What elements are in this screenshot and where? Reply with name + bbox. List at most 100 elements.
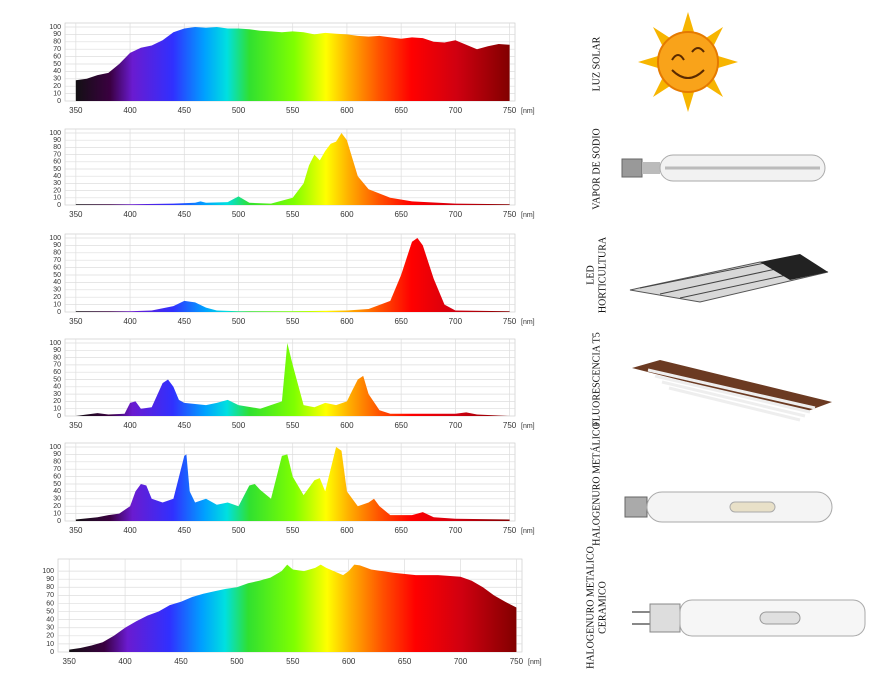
y-tick-label: 10 bbox=[53, 406, 61, 413]
y-tick-label: 90 bbox=[53, 347, 61, 354]
lamp-label: CERAMICO bbox=[597, 581, 608, 634]
y-tick-label: 70 bbox=[46, 592, 54, 599]
x-tick-label: 500 bbox=[232, 526, 246, 535]
x-tick-label: 750 bbox=[503, 421, 517, 430]
y-tick-label: 30 bbox=[53, 391, 61, 398]
x-tick-label: 500 bbox=[232, 210, 246, 219]
y-tick-label: 40 bbox=[46, 616, 54, 623]
y-tick-label: 40 bbox=[53, 68, 61, 75]
lamp-label: LUZ SOLAR bbox=[591, 36, 602, 91]
spectrum-area bbox=[75, 27, 510, 101]
x-tick-label: 700 bbox=[454, 657, 468, 666]
y-tick-label: 80 bbox=[53, 39, 61, 46]
y-tick-label: 60 bbox=[46, 600, 54, 607]
y-tick-label: 100 bbox=[49, 235, 61, 242]
x-tick-label: 450 bbox=[178, 106, 192, 115]
y-tick-label: 100 bbox=[42, 568, 54, 575]
sodium-lamp-icon bbox=[621, 154, 826, 182]
lamp-label: HALOGENURO METÁLICO bbox=[590, 422, 602, 546]
y-tick-label: 0 bbox=[50, 649, 54, 656]
x-tick-label: 650 bbox=[394, 526, 408, 535]
led-fixture-icon bbox=[629, 254, 829, 303]
x-tick-label: 750 bbox=[510, 657, 524, 666]
x-unit-label: [nm] bbox=[521, 528, 535, 535]
x-tick-label: 650 bbox=[394, 210, 408, 219]
y-tick-label: 60 bbox=[53, 53, 61, 60]
y-tick-label: 0 bbox=[57, 309, 61, 316]
y-tick-label: 100 bbox=[49, 24, 61, 31]
y-tick-label: 60 bbox=[53, 473, 61, 480]
y-tick-label: 20 bbox=[53, 187, 61, 194]
x-tick-label: 600 bbox=[340, 317, 354, 326]
x-tick-label: 700 bbox=[449, 421, 463, 430]
y-tick-label: 50 bbox=[46, 608, 54, 615]
x-tick-label: 700 bbox=[449, 106, 463, 115]
x-unit-label: [nm] bbox=[521, 423, 535, 430]
y-tick-label: 30 bbox=[53, 287, 61, 294]
x-tick-label: 400 bbox=[123, 317, 137, 326]
y-tick-label: 90 bbox=[53, 451, 61, 458]
x-unit-label: [nm] bbox=[521, 212, 535, 219]
spectrum-area bbox=[75, 238, 510, 312]
x-tick-label: 400 bbox=[123, 526, 137, 535]
x-tick-label: 400 bbox=[123, 421, 137, 430]
y-tick-label: 10 bbox=[53, 195, 61, 202]
y-tick-label: 20 bbox=[53, 83, 61, 90]
y-tick-label: 20 bbox=[46, 633, 54, 640]
x-tick-label: 400 bbox=[123, 210, 137, 219]
y-tick-label: 50 bbox=[53, 61, 61, 68]
x-tick-label: 550 bbox=[286, 106, 300, 115]
lamp-label: LED bbox=[585, 265, 596, 284]
y-tick-label: 10 bbox=[53, 90, 61, 97]
y-tick-label: 20 bbox=[53, 503, 61, 510]
y-tick-label: 20 bbox=[53, 294, 61, 301]
y-tick-label: 80 bbox=[46, 584, 54, 591]
x-tick-label: 500 bbox=[232, 317, 246, 326]
x-tick-label: 350 bbox=[69, 210, 83, 219]
y-tick-label: 70 bbox=[53, 362, 61, 369]
x-tick-label: 400 bbox=[123, 106, 137, 115]
spectrum-area bbox=[75, 447, 510, 521]
x-unit-label: [nm] bbox=[521, 108, 535, 115]
y-tick-label: 50 bbox=[53, 481, 61, 488]
x-tick-label: 650 bbox=[394, 421, 408, 430]
y-tick-label: 100 bbox=[49, 130, 61, 137]
spectrum-area bbox=[69, 564, 517, 652]
y-tick-label: 30 bbox=[53, 496, 61, 503]
y-tick-label: 40 bbox=[53, 173, 61, 180]
y-tick-label: 30 bbox=[53, 180, 61, 187]
y-tick-label: 100 bbox=[49, 444, 61, 451]
x-tick-label: 450 bbox=[178, 526, 192, 535]
x-tick-label: 350 bbox=[69, 526, 83, 535]
ceramic-halide-icon bbox=[632, 599, 866, 637]
y-tick-label: 10 bbox=[53, 510, 61, 517]
x-tick-label: 350 bbox=[69, 317, 83, 326]
y-tick-label: 50 bbox=[53, 376, 61, 383]
y-tick-label: 40 bbox=[53, 279, 61, 286]
lamp-label: VAPOR DE SODIO bbox=[591, 128, 602, 210]
x-tick-label: 400 bbox=[118, 657, 132, 666]
y-tick-label: 90 bbox=[53, 137, 61, 144]
y-tick-label: 90 bbox=[46, 576, 54, 583]
spectrum-area bbox=[75, 343, 510, 416]
x-tick-label: 600 bbox=[340, 210, 354, 219]
x-tick-label: 600 bbox=[340, 421, 354, 430]
y-tick-label: 30 bbox=[53, 76, 61, 83]
y-tick-label: 40 bbox=[53, 488, 61, 495]
x-tick-label: 350 bbox=[69, 106, 83, 115]
y-tick-label: 90 bbox=[53, 31, 61, 38]
y-tick-label: 70 bbox=[53, 466, 61, 473]
y-tick-label: 80 bbox=[53, 144, 61, 151]
y-tick-label: 60 bbox=[53, 159, 61, 166]
x-tick-label: 700 bbox=[449, 210, 463, 219]
x-tick-label: 450 bbox=[178, 317, 192, 326]
x-tick-label: 500 bbox=[232, 106, 246, 115]
x-tick-label: 500 bbox=[230, 657, 244, 666]
y-tick-label: 0 bbox=[57, 98, 61, 105]
x-tick-label: 600 bbox=[340, 526, 354, 535]
x-tick-label: 350 bbox=[63, 657, 77, 666]
y-tick-label: 30 bbox=[46, 625, 54, 632]
y-tick-label: 50 bbox=[53, 166, 61, 173]
x-tick-label: 650 bbox=[394, 106, 408, 115]
x-tick-label: 450 bbox=[178, 210, 192, 219]
